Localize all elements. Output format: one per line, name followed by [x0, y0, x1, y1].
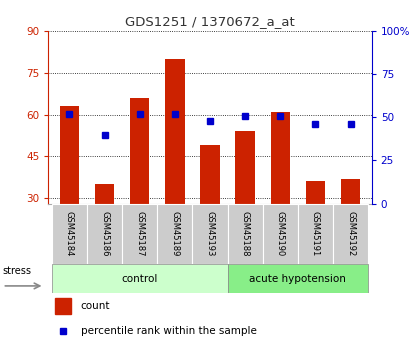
Bar — [333, 204, 368, 264]
Bar — [130, 98, 150, 204]
Bar — [95, 184, 114, 204]
Text: percentile rank within the sample: percentile rank within the sample — [81, 326, 257, 336]
Text: GSM45191: GSM45191 — [311, 211, 320, 256]
Bar — [228, 264, 368, 293]
Bar — [157, 204, 192, 264]
Bar — [52, 204, 87, 264]
Bar — [55, 298, 71, 314]
Text: GSM45187: GSM45187 — [135, 211, 144, 256]
Bar — [341, 178, 360, 204]
Text: GSM45186: GSM45186 — [100, 211, 109, 256]
Bar — [52, 264, 228, 293]
Bar — [192, 204, 228, 264]
Bar — [228, 204, 263, 264]
Bar — [60, 106, 79, 204]
Text: count: count — [81, 301, 110, 311]
Bar — [165, 59, 184, 204]
Bar — [298, 204, 333, 264]
Text: GSM45188: GSM45188 — [241, 211, 249, 256]
Text: GSM45193: GSM45193 — [205, 211, 215, 256]
Bar — [270, 112, 290, 204]
Text: control: control — [121, 274, 158, 284]
Text: GSM45184: GSM45184 — [65, 211, 74, 256]
Text: GSM45190: GSM45190 — [276, 211, 285, 256]
Text: acute hypotension: acute hypotension — [249, 274, 346, 284]
Text: GSM45189: GSM45189 — [171, 211, 179, 256]
Bar — [200, 145, 220, 204]
Text: GSM45192: GSM45192 — [346, 211, 355, 256]
Bar — [236, 131, 255, 204]
Bar — [87, 204, 122, 264]
Bar — [263, 204, 298, 264]
Bar — [306, 181, 325, 204]
Text: stress: stress — [3, 266, 31, 276]
Title: GDS1251 / 1370672_a_at: GDS1251 / 1370672_a_at — [125, 16, 295, 29]
Bar — [122, 204, 157, 264]
